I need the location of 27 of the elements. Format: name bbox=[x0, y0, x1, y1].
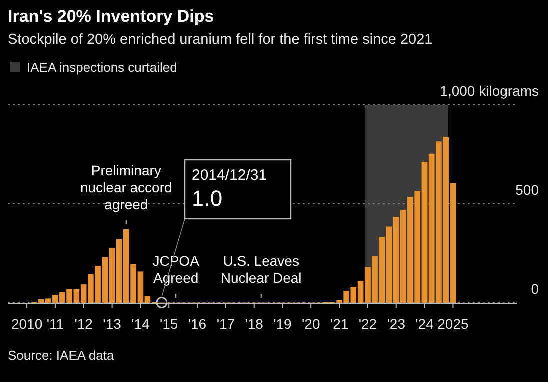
x-tick-label: '20 bbox=[302, 316, 320, 332]
x-tick-label: '24 bbox=[416, 316, 434, 332]
y-tick-label: 1,000 kilograms bbox=[440, 83, 539, 99]
x-tick-label: '21 bbox=[330, 316, 349, 332]
y-tick-label: 0 bbox=[531, 281, 540, 297]
chart-title: Iran's 20% Inventory Dips bbox=[8, 7, 214, 26]
x-tick-label: '15 bbox=[160, 316, 178, 332]
annotation: JCPOA Agreed bbox=[152, 253, 200, 286]
x-tick-label: '14 bbox=[132, 316, 150, 332]
y-tick-label: 500 bbox=[516, 182, 540, 198]
x-tick-label: '19 bbox=[274, 316, 292, 332]
chart-subtitle: Stockpile of 20% enriched uranium fell for the first time since 2021 bbox=[8, 32, 433, 48]
legend-label: IAEA inspections curtailed bbox=[27, 60, 178, 75]
annotation: U.S. Leaves Nuclear Deal bbox=[220, 253, 302, 286]
x-tick-label: 2025 bbox=[438, 316, 469, 332]
x-tick-label: '22 bbox=[358, 316, 378, 332]
x-tick-label: '23 bbox=[387, 316, 406, 332]
annotation: Preliminary nuclear accord agreed bbox=[80, 162, 172, 212]
x-tick-label: '16 bbox=[188, 316, 207, 332]
x-tick-label: '11 bbox=[46, 316, 64, 332]
x-tick-label: '17 bbox=[216, 316, 236, 332]
annotation: 2014/12/31 1.0 bbox=[192, 167, 268, 211]
source-note: Source: IAEA data bbox=[8, 348, 116, 363]
x-tick-label: '12 bbox=[74, 316, 94, 332]
x-tick-label: 2010 bbox=[11, 316, 43, 332]
x-tick-label: '18 bbox=[245, 316, 264, 332]
x-tick-label: '13 bbox=[103, 316, 122, 332]
